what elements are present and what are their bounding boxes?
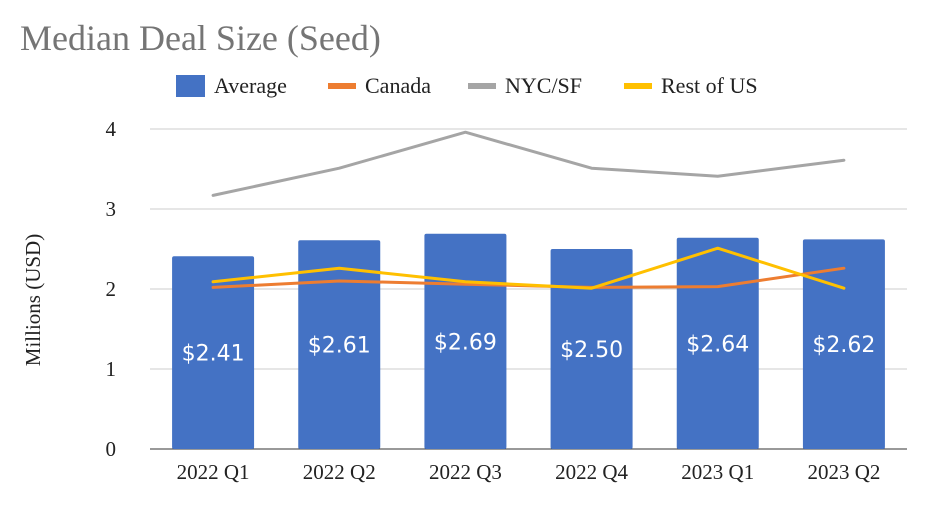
- chart-title: Median Deal Size (Seed): [20, 18, 381, 58]
- legend-label-average: Average: [214, 73, 287, 98]
- legend-label-canada: Canada: [365, 73, 431, 98]
- legend-swatch-rest-of-us: [624, 83, 652, 89]
- bar-data-label: $2.61: [308, 334, 371, 359]
- bar-data-labels: $2.41 $2.61 $2.69 $2.50 $2.64 $2.62: [182, 330, 876, 366]
- bar-average: [424, 233, 507, 449]
- y-axis-ticks: 0 1 2 3 4: [106, 117, 117, 461]
- y-tick-label: 0: [106, 437, 117, 461]
- legend-label-nyc-sf: NYC/SF: [505, 73, 582, 98]
- y-tick-label: 2: [106, 277, 117, 301]
- y-axis-label: Millions (USD): [21, 234, 45, 366]
- lines: [211, 130, 846, 290]
- gridlines: [150, 128, 907, 450]
- x-tick-label: 2022 Q3: [429, 460, 502, 484]
- x-tick-label: 2023 Q2: [807, 460, 880, 484]
- bar-average: [676, 237, 759, 449]
- bar-average: [298, 240, 381, 449]
- x-tick-label: 2023 Q1: [681, 460, 754, 484]
- bar-data-label: $2.69: [434, 330, 497, 355]
- bars: [172, 233, 885, 449]
- series-line-rest-of-us: [211, 246, 846, 290]
- bar-average: [550, 249, 633, 449]
- bar-average: [172, 256, 255, 449]
- x-tick-label: 2022 Q1: [177, 460, 250, 484]
- bar-data-label: $2.62: [812, 333, 875, 358]
- legend-swatch-nyc-sf: [468, 83, 496, 89]
- legend-label-rest-of-us: Rest of US: [661, 73, 758, 98]
- legend-swatch-canada: [328, 83, 356, 89]
- legend-swatch-average: [176, 75, 205, 97]
- y-tick-label: 4: [106, 117, 117, 141]
- x-tick-label: 2022 Q2: [303, 460, 376, 484]
- y-tick-label: 1: [106, 357, 117, 381]
- legend: Average Canada NYC/SF Rest of US: [176, 73, 758, 98]
- bar-data-label: $2.41: [182, 342, 245, 367]
- x-axis-ticks: 2022 Q1 2022 Q2 2022 Q3 2022 Q4 2023 Q1 2023 …: [177, 460, 881, 484]
- bar-data-label: $2.50: [560, 338, 623, 363]
- bar-average: [802, 239, 885, 449]
- bar-data-label: $2.64: [686, 332, 749, 357]
- series-line-nyc-sf: [211, 130, 846, 197]
- x-tick-label: 2022 Q4: [555, 460, 628, 484]
- y-tick-label: 3: [106, 197, 117, 221]
